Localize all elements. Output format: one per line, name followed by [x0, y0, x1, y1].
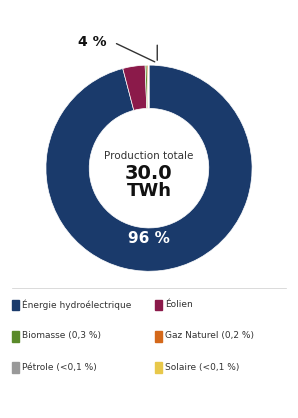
- Wedge shape: [46, 65, 252, 271]
- Text: Pétrole (<0,1 %): Pétrole (<0,1 %): [22, 362, 97, 372]
- Text: 96 %: 96 %: [128, 231, 170, 246]
- Wedge shape: [148, 65, 149, 108]
- Text: Gaz Naturel (0,2 %): Gaz Naturel (0,2 %): [165, 331, 254, 340]
- Text: 4 %: 4 %: [78, 36, 107, 49]
- Text: TWh: TWh: [126, 182, 172, 200]
- Text: 30.0: 30.0: [125, 164, 173, 183]
- Text: Énergie hydroélectrique: Énergie hydroélectrique: [22, 299, 131, 310]
- Text: Solaire (<0,1 %): Solaire (<0,1 %): [165, 362, 239, 372]
- Wedge shape: [123, 65, 147, 110]
- Text: Production totale: Production totale: [104, 151, 194, 161]
- Text: Éolien: Éolien: [165, 300, 193, 309]
- Text: Biomasse (0,3 %): Biomasse (0,3 %): [22, 331, 101, 340]
- Wedge shape: [147, 65, 149, 108]
- Wedge shape: [145, 65, 148, 108]
